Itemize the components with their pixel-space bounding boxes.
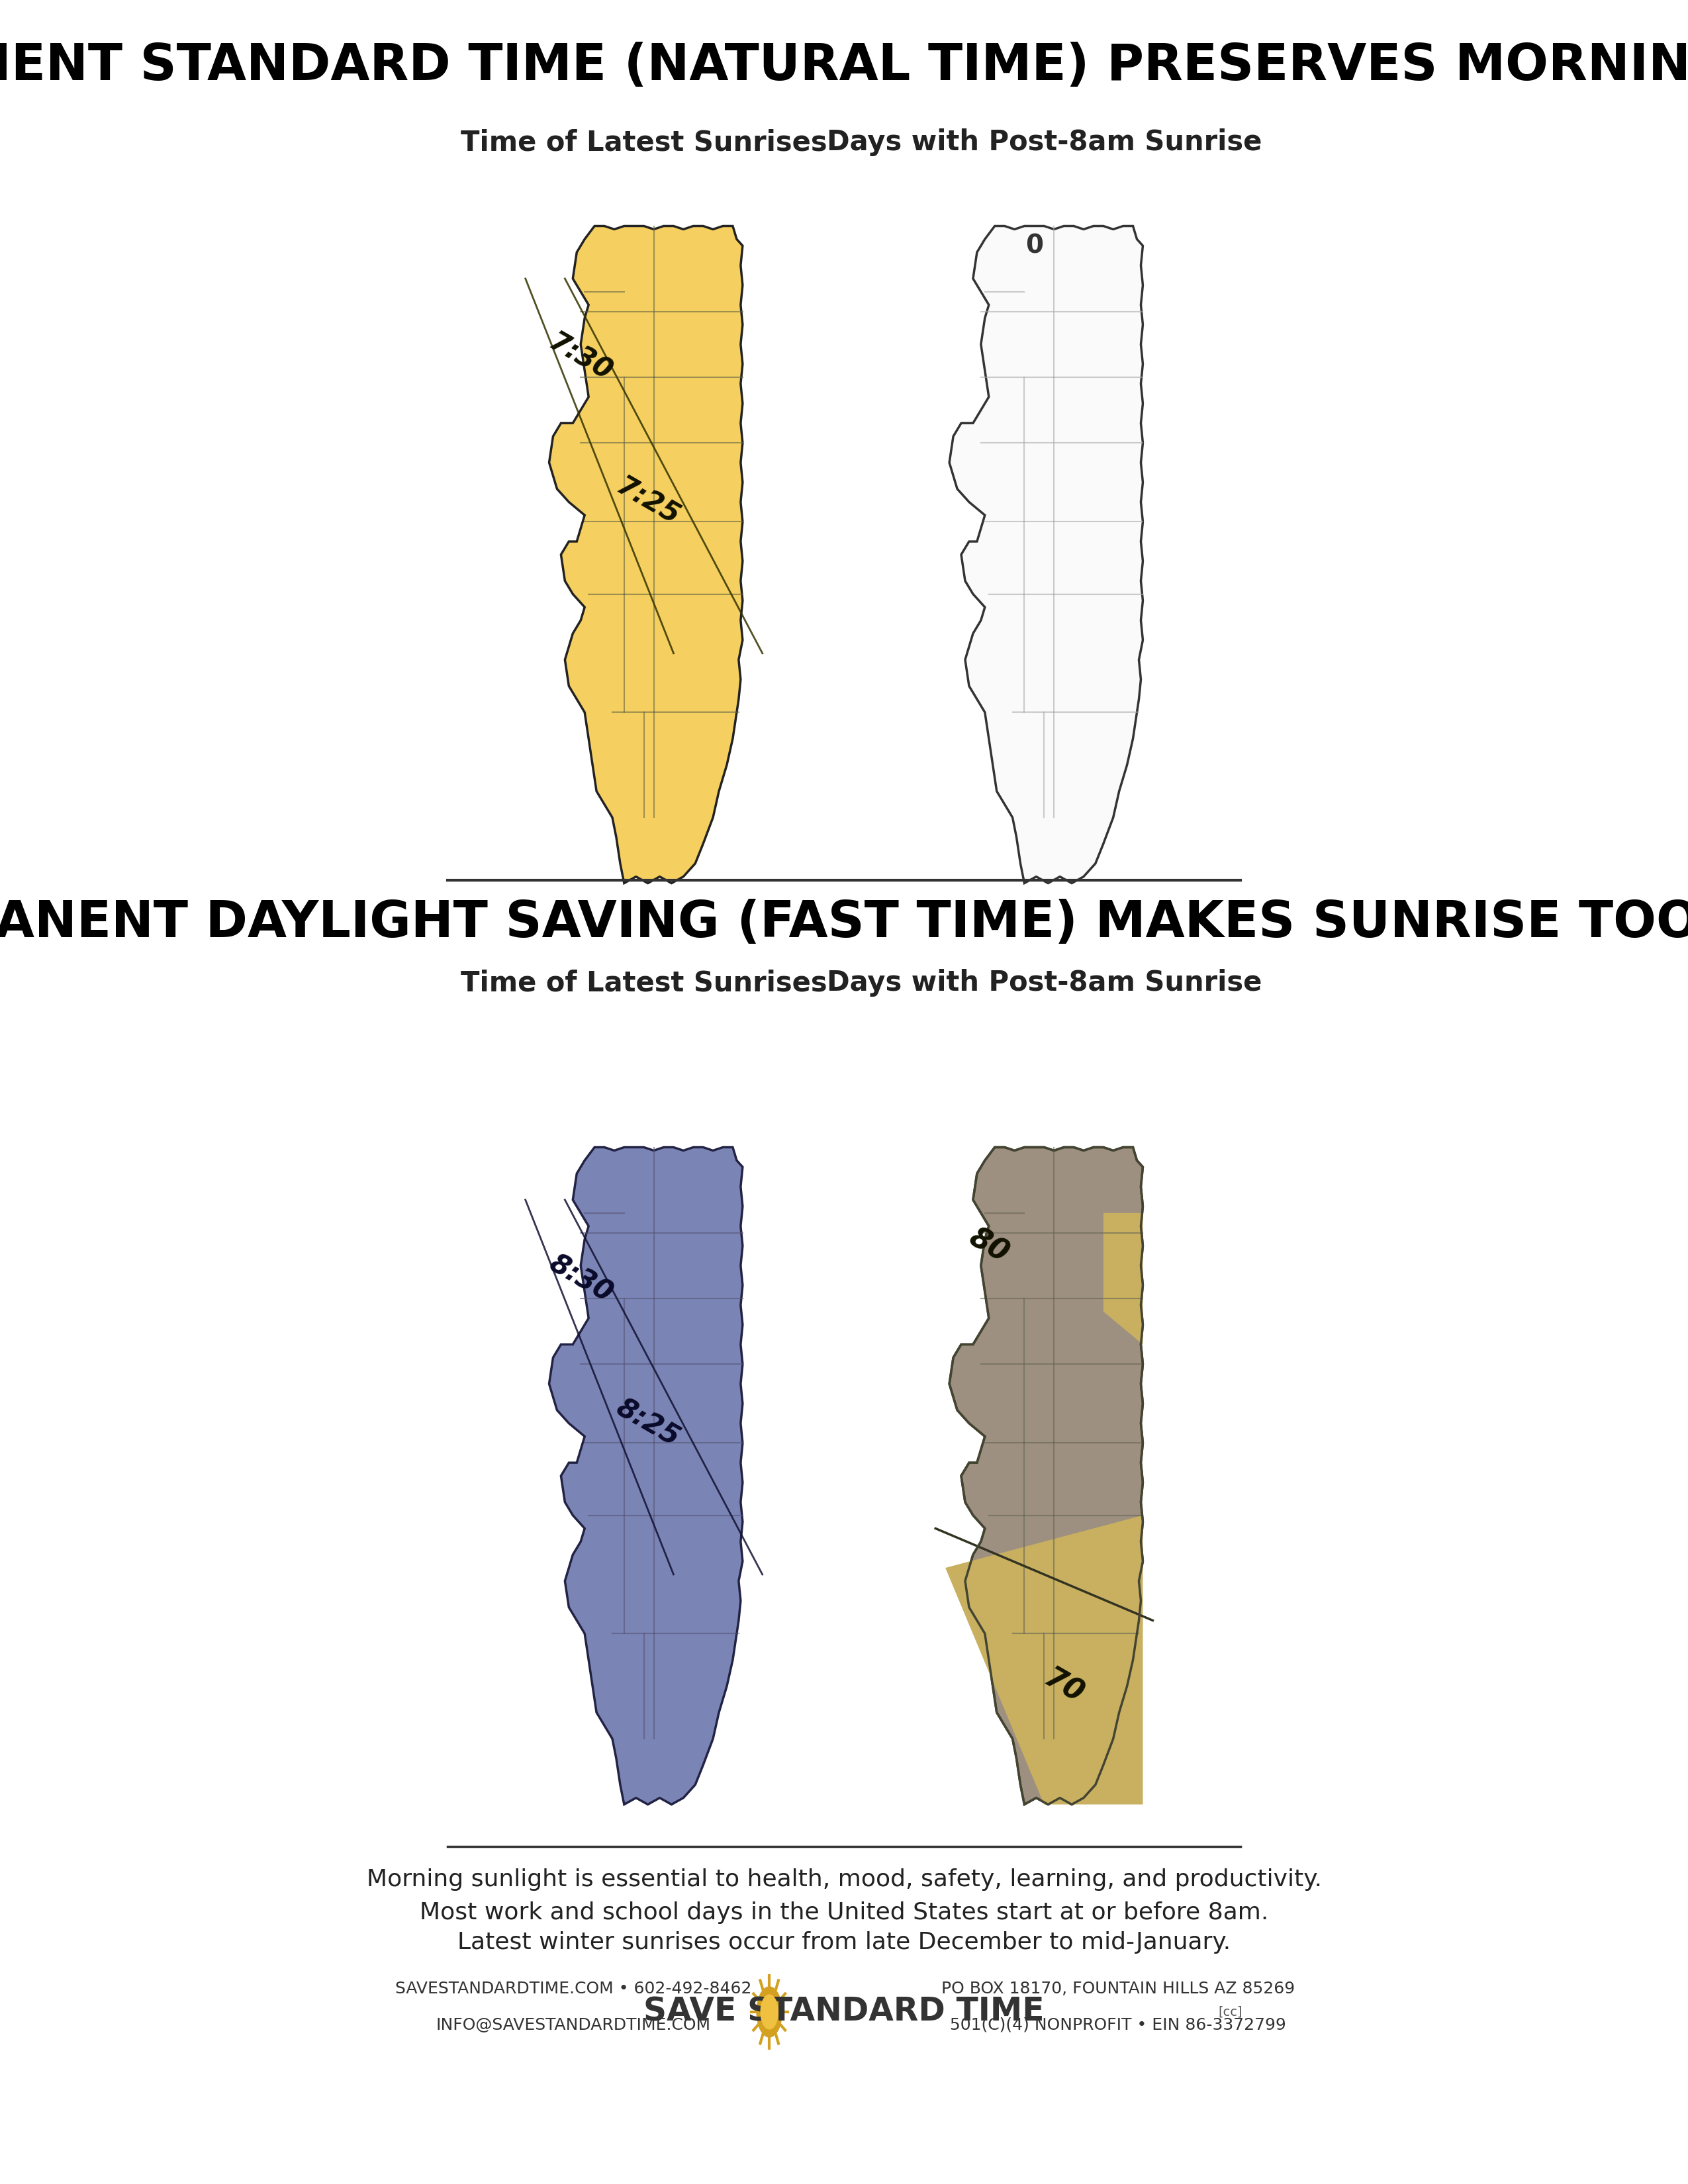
- Text: Days with Post-8am Sunrise: Days with Post-8am Sunrise: [827, 129, 1261, 157]
- Text: Days with Post-8am Sunrise: Days with Post-8am Sunrise: [827, 970, 1261, 996]
- Circle shape: [761, 1994, 778, 2029]
- Text: PERMANENT STANDARD TIME (NATURAL TIME) PRESERVES MORNING LIGHT: PERMANENT STANDARD TIME (NATURAL TIME) P…: [0, 41, 1688, 92]
- Text: INFO@SAVESTANDARDTIME.COM: INFO@SAVESTANDARDTIME.COM: [436, 2018, 711, 2033]
- Polygon shape: [1104, 1212, 1143, 1345]
- Text: 501(C)(4) NONPROFIT • EIN 86-3372799: 501(C)(4) NONPROFIT • EIN 86-3372799: [950, 2018, 1286, 2033]
- Text: 8:30: 8:30: [544, 1249, 618, 1308]
- Circle shape: [756, 1987, 782, 2038]
- Text: PERMANENT DAYLIGHT SAVING (FAST TIME) MAKES SUNRISE TOO LATE: PERMANENT DAYLIGHT SAVING (FAST TIME) MA…: [0, 900, 1688, 948]
- Polygon shape: [549, 225, 743, 882]
- Text: SAVESTANDARDTIME.COM • 602-492-8462: SAVESTANDARDTIME.COM • 602-492-8462: [395, 1981, 751, 1996]
- Text: Most work and school days in the United States start at or before 8am.: Most work and school days in the United …: [420, 1902, 1268, 1924]
- Text: 8:25: 8:25: [611, 1393, 685, 1452]
- Polygon shape: [949, 225, 1143, 882]
- Text: [cc]: [cc]: [1219, 2005, 1242, 2018]
- Polygon shape: [549, 1147, 743, 1804]
- Text: SAVE STANDARD TIME: SAVE STANDARD TIME: [643, 1996, 1045, 2027]
- Polygon shape: [949, 1147, 1143, 1804]
- Text: 7:25: 7:25: [611, 474, 685, 531]
- Text: 0: 0: [1025, 234, 1043, 258]
- Text: 70: 70: [1040, 1664, 1089, 1708]
- Text: Time of Latest Sunrises: Time of Latest Sunrises: [461, 970, 827, 996]
- Text: Time of Latest Sunrises: Time of Latest Sunrises: [461, 129, 827, 157]
- Text: 80: 80: [964, 1223, 1014, 1269]
- Text: Latest winter sunrises occur from late December to mid-January.: Latest winter sunrises occur from late D…: [457, 1931, 1231, 1955]
- Polygon shape: [945, 1516, 1143, 1804]
- Text: PO BOX 18170, FOUNTAIN HILLS AZ 85269: PO BOX 18170, FOUNTAIN HILLS AZ 85269: [940, 1981, 1295, 1996]
- Text: Morning sunlight is essential to health, mood, safety, learning, and productivit: Morning sunlight is essential to health,…: [366, 1867, 1322, 1891]
- Text: 7:30: 7:30: [544, 328, 618, 387]
